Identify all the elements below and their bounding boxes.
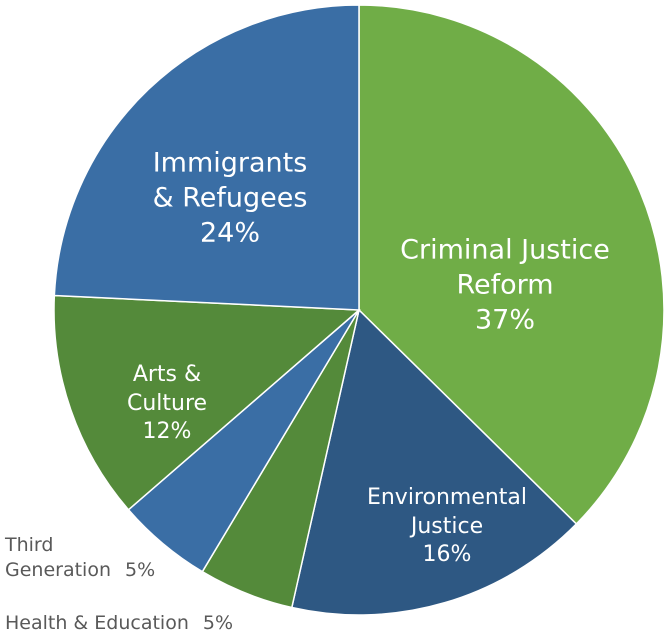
pie-slice — [53, 4, 360, 311]
category-label: Third Generation — [5, 534, 111, 581]
value-label: 5% — [125, 558, 156, 581]
value-label: 37% — [474, 304, 535, 336]
slice-label: Health & Education 5% — [5, 611, 305, 636]
value-label: 24% — [199, 217, 260, 249]
value-label: 16% — [422, 542, 472, 568]
pie-slice — [290, 308, 578, 616]
value-label: 5% — [202, 612, 234, 634]
category-label: Immigrants & Refugees — [152, 147, 308, 214]
category-label: Arts & Culture — [126, 362, 208, 416]
slice-label: Criminal Justice Reform 37% — [370, 232, 640, 337]
value-label: 12% — [142, 419, 192, 445]
slice-label: Immigrants & Refugees 24% — [143, 145, 318, 250]
category-label: Environmental Justice — [366, 485, 528, 539]
category-label: Criminal Justice Reform — [400, 234, 610, 301]
slice-label: Arts & Culture 12% — [107, 361, 227, 447]
pie-slice — [358, 4, 665, 526]
pie-slice — [53, 294, 361, 511]
category-label: Health & Education — [5, 612, 189, 634]
slice-label: Environmental Justice 16% — [342, 484, 552, 570]
slice-label: Third Generation 5% — [5, 533, 170, 582]
